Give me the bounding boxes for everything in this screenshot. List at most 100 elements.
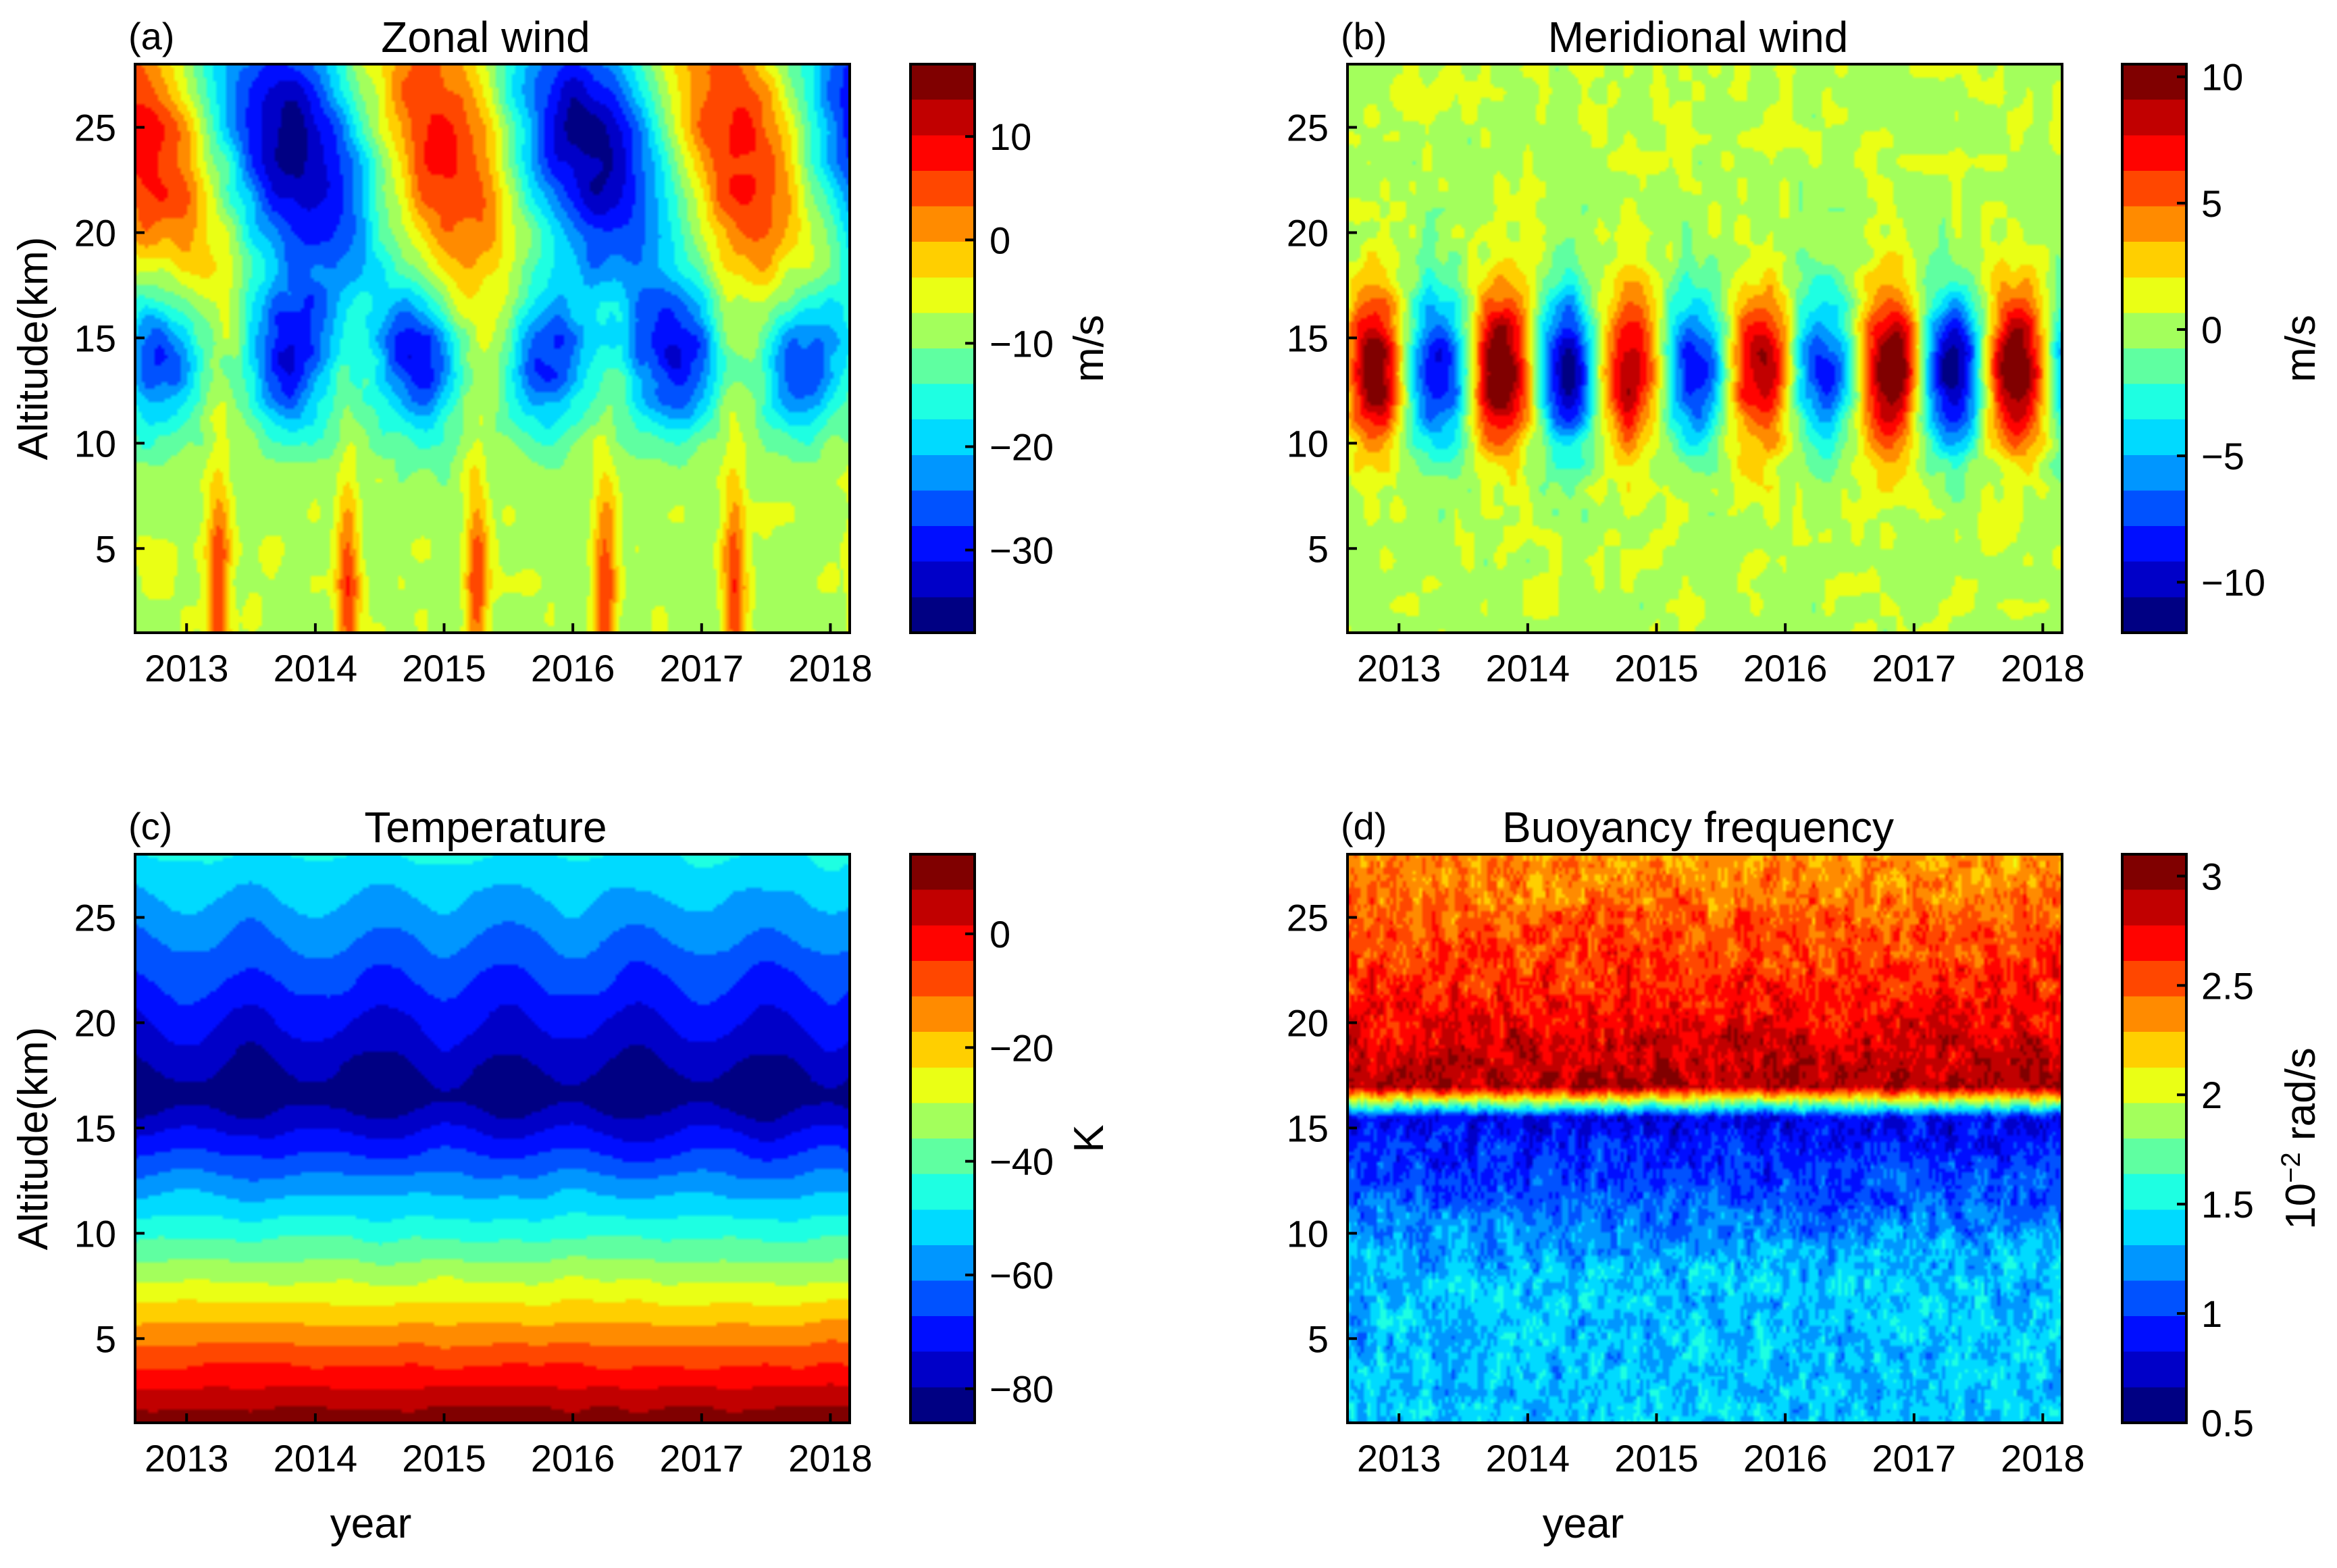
colorbar-gradient [2121, 853, 2188, 1424]
axes-b: 2013 2014 2015 2016 2017 2018 5 10 15 20 25 [1287, 107, 2085, 689]
y-tick-label: 5 [1308, 1317, 1329, 1360]
x-tick-label: 2014 [1486, 1437, 1570, 1480]
heatmap-temperature [135, 854, 850, 1423]
x-tick-label: 2013 [145, 647, 229, 689]
colorbar-a: 10 0 −10 −20 −30 [909, 63, 1054, 634]
heatmap-meridional-wind [1347, 64, 2062, 633]
plot-frame-c [134, 853, 851, 1424]
colorbar-label-c: K [1066, 1124, 1112, 1152]
y-tick-label: 10 [1287, 1212, 1329, 1255]
colorbar-tick-label: −10 [2201, 561, 2265, 604]
panel-a: 2013 2014 2015 2016 2017 2018 5 10 15 20 25 (a) Zo… [10, 13, 1112, 689]
x-tick-label: 2017 [1872, 647, 1956, 689]
heatmap-buoyancy-frequency [1347, 854, 2062, 1423]
colorbar-tick-label: −10 [990, 322, 1054, 365]
y-tick-label: 20 [74, 1001, 116, 1044]
colorbar-tick-label: 5 [2201, 182, 2222, 225]
y-tick-label: 15 [74, 317, 116, 359]
panel-d: 2013 2014 2015 2016 2017 2018 5 10 15 20 25 (d) Bu… [1287, 803, 2324, 1547]
colorbar-label-b: m/s [2278, 315, 2324, 382]
x-tick-label: 2017 [659, 1437, 744, 1480]
y-tick-label: 25 [1287, 897, 1329, 939]
x-axis-title-d: year [1543, 1500, 1624, 1547]
colorbar-label-a: m/s [1066, 315, 1112, 382]
y-tick-label: 20 [1287, 211, 1329, 254]
y-tick-label: 15 [74, 1107, 116, 1149]
heatmap-zonal-wind [135, 64, 850, 633]
y-tick-label: 25 [1287, 107, 1329, 149]
colorbar-tick-label: −80 [990, 1367, 1054, 1410]
panel-title-d: Buoyancy frequency [1502, 803, 1894, 852]
colorbar-tick-label: −5 [2201, 435, 2244, 477]
y-tick-label: 25 [74, 107, 116, 149]
colorbar-tick-label: 0 [990, 219, 1010, 261]
y-axis-title-a: Altitude(km) [10, 237, 57, 461]
panel-label-a: (a) [128, 15, 174, 57]
panel-label-d: (d) [1341, 805, 1387, 847]
colorbar-tick-label: 10 [2201, 56, 2243, 99]
heatmap-image [135, 64, 850, 633]
x-tick-label: 2015 [402, 647, 486, 689]
axes-a: 2013 2014 2015 2016 2017 2018 5 10 15 20 25 [74, 107, 873, 689]
colorbar-tick-label: 1 [2201, 1292, 2222, 1335]
x-tick-label: 2017 [659, 647, 744, 689]
colorbar-d: 3 2.5 2 1.5 1 0.5 [2121, 853, 2254, 1444]
axes-c: 2013 2014 2015 2016 2017 2018 5 10 15 20 25 [74, 897, 873, 1480]
plot-frame-b [1346, 63, 2063, 634]
colorbar-gradient [909, 853, 976, 1424]
colorbar-tick-label: 2 [2201, 1074, 2222, 1116]
y-tick-label: 20 [1287, 1001, 1329, 1044]
colorbar-tick-label: −60 [990, 1254, 1054, 1297]
y-tick-label: 5 [95, 1317, 116, 1360]
panel-title-b: Meridional wind [1548, 13, 1849, 61]
plot-frame-d [1346, 853, 2063, 1424]
axes-d: 2013 2014 2015 2016 2017 2018 5 10 15 20 25 [1287, 897, 2085, 1480]
colorbar-tick-label: 3 [2201, 855, 2222, 897]
colorbar-c: 0 −20 −40 −60 −80 [909, 853, 1054, 1424]
x-tick-label: 2013 [1357, 647, 1441, 689]
colorbar-tick-label: −20 [990, 425, 1054, 468]
colorbar-gradient [2121, 63, 2188, 634]
x-tick-label: 2018 [2001, 1437, 2085, 1480]
x-tick-label: 2018 [788, 647, 873, 689]
colorbar-tick-label: 0 [990, 913, 1010, 956]
x-tick-label: 2014 [274, 1437, 358, 1480]
y-tick-label: 25 [74, 897, 116, 939]
panel-label-c: (c) [128, 805, 172, 847]
panel-label-b: (b) [1341, 15, 1387, 57]
colorbar-tick-label: −40 [990, 1141, 1054, 1183]
x-tick-label: 2016 [1743, 647, 1828, 689]
heatmap-image [135, 854, 850, 1423]
colorbar-label-d: 10−2 rad/s [2276, 1047, 2324, 1230]
x-axis-title-c: year [330, 1500, 412, 1547]
y-tick-label: 10 [74, 1212, 116, 1255]
x-tick-label: 2015 [1614, 1437, 1699, 1480]
y-tick-label: 15 [1287, 317, 1329, 359]
y-tick-label: 5 [95, 527, 116, 570]
y-axis-title-c: Altitude(km) [10, 1027, 57, 1251]
colorbar-gradient [909, 63, 976, 634]
colorbar-tick-label: 2.5 [2201, 964, 2254, 1007]
colorbar-tick-label: 0.5 [2201, 1402, 2254, 1444]
y-tick-label: 10 [74, 422, 116, 465]
panel-title-c: Temperature [364, 803, 607, 852]
x-tick-label: 2016 [1743, 1437, 1828, 1480]
panel-c: 2013 2014 2015 2016 2017 2018 5 10 15 20 25 (c) Te… [10, 803, 1112, 1547]
x-tick-label: 2013 [145, 1437, 229, 1480]
x-tick-label: 2017 [1872, 1437, 1956, 1480]
colorbar-tick-label: −30 [990, 529, 1054, 572]
x-tick-label: 2014 [274, 647, 358, 689]
colorbar-tick-label: −20 [990, 1026, 1054, 1069]
colorbar-tick-label: 0 [2201, 309, 2222, 351]
y-tick-label: 5 [1308, 527, 1329, 570]
plot-frame-a [134, 63, 851, 634]
x-tick-label: 2015 [1614, 647, 1699, 689]
y-tick-label: 10 [1287, 422, 1329, 465]
colorbar-b: 10 5 0 −5 −10 [2121, 56, 2265, 634]
heatmap-image [1347, 854, 2062, 1423]
colorbar-tick-label: 10 [990, 115, 1031, 158]
x-tick-label: 2016 [531, 647, 615, 689]
x-tick-label: 2015 [402, 1437, 486, 1480]
panel-b: 2013 2014 2015 2016 2017 2018 5 10 15 20 25 (b) Me… [1287, 13, 2324, 689]
